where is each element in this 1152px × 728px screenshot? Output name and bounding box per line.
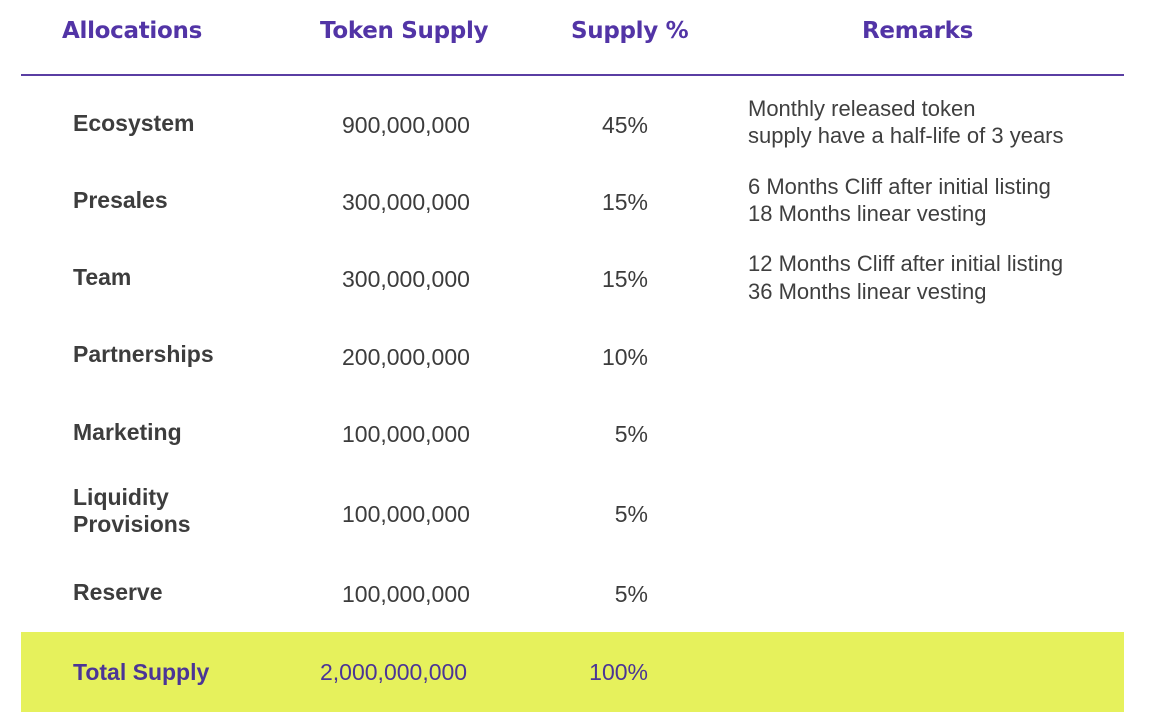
token-supply-value: 100,000,000 <box>342 421 470 447</box>
allocation-name: Ecosystem <box>73 110 195 136</box>
header-token-supply: Token Supply <box>320 18 489 44</box>
remark-line-2: 36 Months linear vesting <box>748 279 987 304</box>
supply-pct-value: 45% <box>601 112 648 138</box>
allocation-name-line-2: Provisions <box>73 511 191 537</box>
total-supply-value: 2,000,000,000 <box>320 659 468 685</box>
supply-pct-value: 5% <box>614 421 648 447</box>
header-remarks: Remarks <box>862 18 974 44</box>
remark-line-2: 18 Months linear vesting <box>748 201 987 226</box>
allocation-name: Team <box>73 264 132 290</box>
header-supply-pct: Supply % <box>571 18 689 44</box>
total-label: Total Supply <box>73 659 210 685</box>
supply-pct-value: 5% <box>614 501 648 527</box>
token-supply-value: 900,000,000 <box>342 112 470 138</box>
allocation-name: Marketing <box>73 419 182 445</box>
allocation-name: Presales <box>73 187 168 213</box>
token-supply-value: 100,000,000 <box>342 501 470 527</box>
allocation-name: Partnerships <box>73 341 214 367</box>
remark-line-2: supply have a half-life of 3 years <box>748 123 1064 148</box>
header-allocations: Allocations <box>62 18 202 44</box>
token-supply-value: 200,000,000 <box>342 344 470 370</box>
header-divider <box>21 74 1124 76</box>
allocation-name: Liquidity <box>73 484 169 510</box>
total-pct-value: 100% <box>589 659 648 685</box>
total-supply-row <box>21 632 1124 712</box>
supply-pct-value: 5% <box>614 581 648 607</box>
supply-pct-value: 10% <box>601 344 648 370</box>
token-supply-value: 300,000,000 <box>342 266 470 292</box>
token-supply-value: 100,000,000 <box>342 581 470 607</box>
remark-line-1: Monthly released token <box>748 96 976 121</box>
remark-line-1: 6 Months Cliff after initial listing <box>748 174 1051 199</box>
token-supply-value: 300,000,000 <box>342 189 470 215</box>
remark-line-1: 12 Months Cliff after initial listing <box>748 251 1064 276</box>
supply-pct-value: 15% <box>601 266 648 292</box>
supply-pct-value: 15% <box>601 189 648 215</box>
allocation-name: Reserve <box>73 579 163 605</box>
